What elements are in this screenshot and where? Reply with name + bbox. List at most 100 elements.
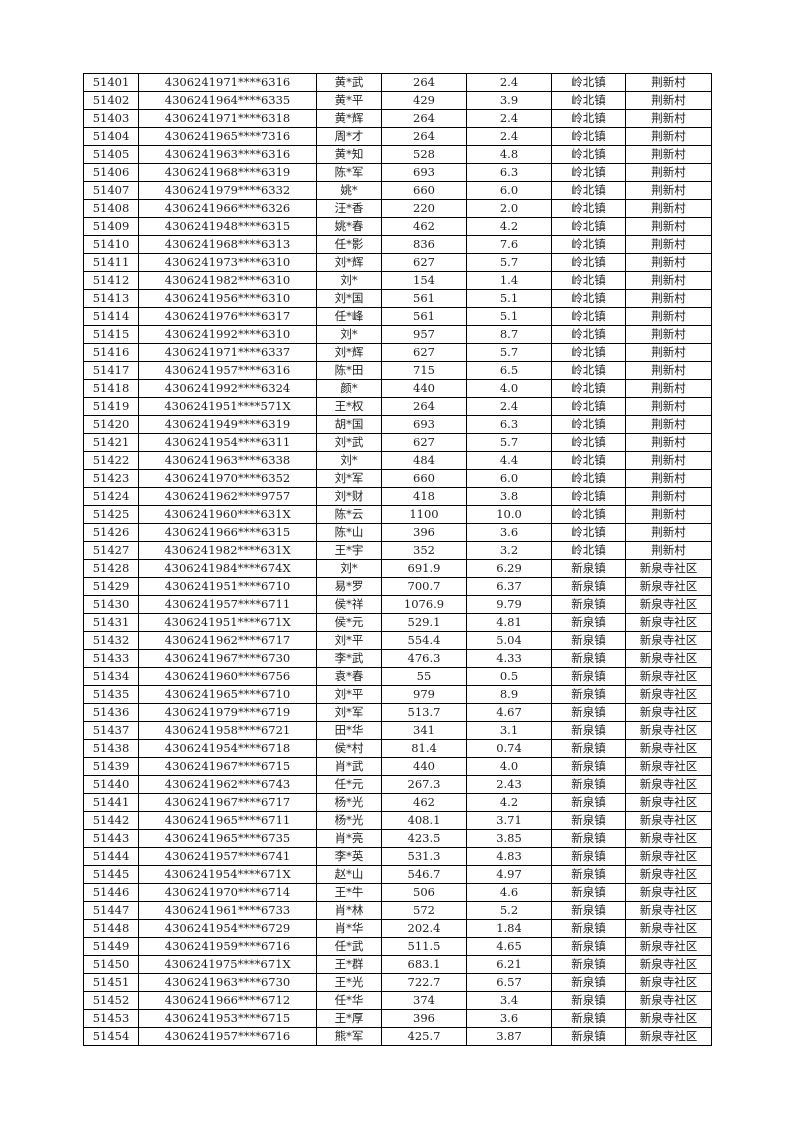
town-cell: 新泉镇 xyxy=(551,631,626,650)
town-cell: 岭北镇 xyxy=(551,487,626,506)
area-cell: 4.33 xyxy=(466,649,552,668)
serial-number-cell: 51403 xyxy=(83,109,139,128)
village-cell: 荆新村 xyxy=(625,73,712,92)
table-row: 51408 4306241966****6326 汪*香 220 2.0 岭北镇 荆新村 xyxy=(83,199,712,218)
table-row: 51446 4306241970****6714 王*牛 506 4.6 新泉镇 新泉寺社区 xyxy=(83,883,712,902)
table-row: 51415 4306241992****6310 刘* 957 8.7 岭北镇 荆新村 xyxy=(83,325,712,344)
name-cell: 肖*华 xyxy=(316,919,382,938)
village-cell: 新泉寺社区 xyxy=(625,865,712,884)
area-cell: 3.6 xyxy=(466,1009,552,1028)
table-row: 51410 4306241968****6313 任*影 836 7.6 岭北镇 荆新村 xyxy=(83,235,712,254)
table-row: 51434 4306241960****6756 袁*春 55 0.5 新泉镇 新泉寺社区 xyxy=(83,667,712,686)
town-cell: 新泉镇 xyxy=(551,973,626,992)
name-cell: 田*华 xyxy=(316,721,382,740)
town-cell: 新泉镇 xyxy=(551,595,626,614)
table-row: 51439 4306241967****6715 肖*武 440 4.0 新泉镇 新泉寺社区 xyxy=(83,757,712,776)
area-cell: 3.1 xyxy=(466,721,552,740)
town-cell: 新泉镇 xyxy=(551,793,626,812)
id-number-cell: 4306241951****6710 xyxy=(138,577,317,596)
serial-number-cell: 51429 xyxy=(83,577,139,596)
area-cell: 2.0 xyxy=(466,199,552,218)
serial-number-cell: 51445 xyxy=(83,865,139,884)
town-cell: 岭北镇 xyxy=(551,91,626,110)
serial-number-cell: 51428 xyxy=(83,559,139,578)
name-cell: 任*元 xyxy=(316,775,382,794)
table-row: 51432 4306241962****6717 刘*平 554.4 5.04 新泉镇 新泉… xyxy=(83,631,712,650)
serial-number-cell: 51443 xyxy=(83,829,139,848)
id-number-cell: 4306241960****631X xyxy=(138,505,317,524)
amount-cell: 462 xyxy=(381,793,467,812)
table-row: 51447 4306241961****6733 肖*林 572 5.2 新泉镇 新泉寺社区 xyxy=(83,901,712,920)
amount-cell: 572 xyxy=(381,901,467,920)
serial-number-cell: 51410 xyxy=(83,235,139,254)
area-cell: 4.8 xyxy=(466,145,552,164)
amount-cell: 957 xyxy=(381,325,467,344)
id-number-cell: 4306241971****6316 xyxy=(138,73,317,92)
serial-number-cell: 51419 xyxy=(83,397,139,416)
town-cell: 新泉镇 xyxy=(551,757,626,776)
area-cell: 2.4 xyxy=(466,127,552,146)
table-row: 51404 4306241965****7316 周*才 264 2.4 岭北镇 荆新村 xyxy=(83,127,712,146)
town-cell: 新泉镇 xyxy=(551,721,626,740)
town-cell: 岭北镇 xyxy=(551,127,626,146)
serial-number-cell: 51442 xyxy=(83,811,139,830)
id-number-cell: 4306241961****6733 xyxy=(138,901,317,920)
area-cell: 4.67 xyxy=(466,703,552,722)
town-cell: 岭北镇 xyxy=(551,199,626,218)
name-cell: 黄*辉 xyxy=(316,109,382,128)
table-row: 51430 4306241957****6711 侯*祥 1076.9 9.79 新泉镇新… xyxy=(83,595,712,614)
area-cell: 3.87 xyxy=(466,1027,552,1046)
area-cell: 5.2 xyxy=(466,901,552,920)
town-cell: 岭北镇 xyxy=(551,541,626,560)
area-cell: 5.04 xyxy=(466,631,552,650)
serial-number-cell: 51450 xyxy=(83,955,139,974)
amount-cell: 418 xyxy=(381,487,467,506)
table-row: 51411 4306241973****6310 刘*辉 627 5.7 岭北镇 荆新村 xyxy=(83,253,712,272)
name-cell: 侯*元 xyxy=(316,613,382,632)
id-number-cell: 4306241963****6730 xyxy=(138,973,317,992)
amount-cell: 352 xyxy=(381,541,467,560)
amount-cell: 683.1 xyxy=(381,955,467,974)
amount-cell: 396 xyxy=(381,1009,467,1028)
name-cell: 陈*云 xyxy=(316,505,382,524)
name-cell: 刘* xyxy=(316,325,382,344)
amount-cell: 1076.9 xyxy=(381,595,467,614)
village-cell: 新泉寺社区 xyxy=(625,937,712,956)
town-cell: 新泉镇 xyxy=(551,685,626,704)
area-cell: 6.5 xyxy=(466,361,552,380)
village-cell: 荆新村 xyxy=(625,199,712,218)
serial-number-cell: 51451 xyxy=(83,973,139,992)
amount-cell: 264 xyxy=(381,109,467,128)
amount-cell: 220 xyxy=(381,199,467,218)
town-cell: 新泉镇 xyxy=(551,955,626,974)
serial-number-cell: 51440 xyxy=(83,775,139,794)
id-number-cell: 4306241960****6756 xyxy=(138,667,317,686)
id-number-cell: 4306241965****6711 xyxy=(138,811,317,830)
amount-cell: 561 xyxy=(381,289,467,308)
serial-number-cell: 51402 xyxy=(83,91,139,110)
serial-number-cell: 51438 xyxy=(83,739,139,758)
name-cell: 赵*山 xyxy=(316,865,382,884)
area-cell: 3.4 xyxy=(466,991,552,1010)
id-number-cell: 4306241971****6318 xyxy=(138,109,317,128)
serial-number-cell: 51416 xyxy=(83,343,139,362)
name-cell: 刘*国 xyxy=(316,289,382,308)
area-cell: 1.4 xyxy=(466,271,552,290)
village-cell: 新泉寺社区 xyxy=(625,955,712,974)
amount-cell: 202.4 xyxy=(381,919,467,938)
village-cell: 荆新村 xyxy=(625,307,712,326)
name-cell: 陈*田 xyxy=(316,361,382,380)
area-cell: 2.4 xyxy=(466,397,552,416)
table-row: 51424 4306241962****9757 刘*财 418 3.8 岭北镇 荆新村 xyxy=(83,487,712,506)
village-cell: 新泉寺社区 xyxy=(625,667,712,686)
village-cell: 荆新村 xyxy=(625,271,712,290)
name-cell: 王*权 xyxy=(316,397,382,416)
id-number-cell: 4306241979****6719 xyxy=(138,703,317,722)
area-cell: 3.71 xyxy=(466,811,552,830)
serial-number-cell: 51426 xyxy=(83,523,139,542)
village-cell: 荆新村 xyxy=(625,433,712,452)
area-cell: 4.0 xyxy=(466,757,552,776)
table-row: 51454 4306241957****6716 熊*军 425.7 3.87 新泉镇 新泉… xyxy=(83,1027,712,1046)
id-number-cell: 4306241962****9757 xyxy=(138,487,317,506)
id-number-cell: 4306241967****6717 xyxy=(138,793,317,812)
